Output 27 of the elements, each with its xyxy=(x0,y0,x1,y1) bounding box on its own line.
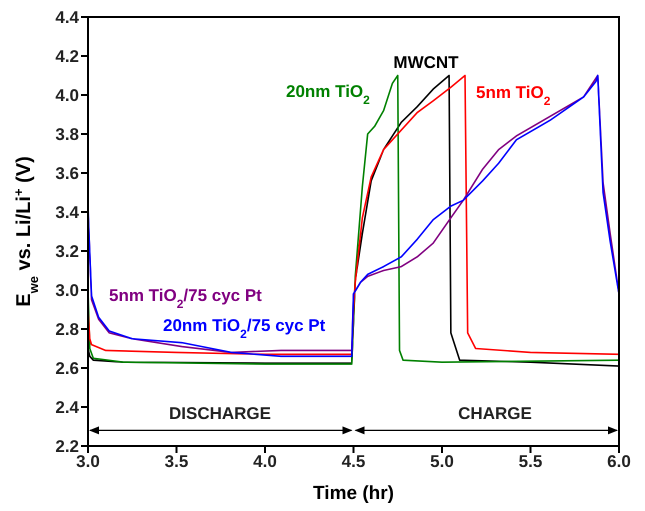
x-tick-label: 4.5 xyxy=(342,452,366,472)
y-tick-label: 3.0 xyxy=(55,281,79,300)
x-tick-label: 5.0 xyxy=(430,452,454,472)
y-tick-label: 3.6 xyxy=(55,164,79,184)
series-label: 20nm TiO$_{2}$ xyxy=(286,82,370,107)
x-tick-label: 5.5 xyxy=(518,452,542,472)
x-tick-label: 4.0 xyxy=(253,452,277,472)
y-tick-label: 3.8 xyxy=(55,125,79,144)
annotation: CHARGE xyxy=(458,404,532,423)
y-tick-label: 3.2 xyxy=(55,242,79,262)
annotation: DISCHARGE xyxy=(168,404,272,423)
y-tick-label: 2.2 xyxy=(55,437,79,456)
x-tick-label: 3.0 xyxy=(76,452,100,472)
x-tick-label: 3.5 xyxy=(164,452,188,472)
x-axis-title: Time (hr) xyxy=(313,483,394,504)
y-tick-label: 2.6 xyxy=(55,359,79,378)
y-tick-label: 4.2 xyxy=(55,47,79,66)
series-label: 5nm TiO$_{2}$/75 cyc Pt xyxy=(109,286,262,311)
y-tick-label: 3.4 xyxy=(55,203,80,222)
series-label: MWCNT xyxy=(393,53,460,72)
x-tick-label: 6.0 xyxy=(607,452,631,472)
series-label: 20nm TiO$_{2}$/75 cyc Pt xyxy=(163,316,326,341)
series-label: 5nm TiO$_{2}$ xyxy=(476,83,551,108)
y-tick-label: 2.8 xyxy=(55,320,79,340)
y-tick-label: 4.4 xyxy=(55,8,80,28)
y-tick-label: 2.4 xyxy=(55,398,80,418)
y-tick-label: 4.0 xyxy=(55,86,79,106)
